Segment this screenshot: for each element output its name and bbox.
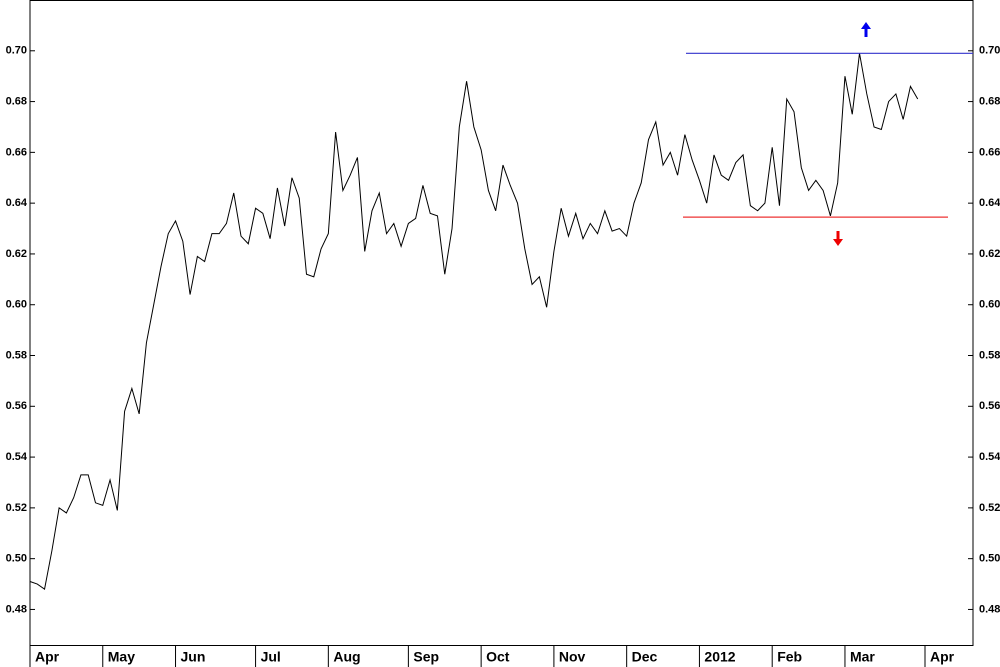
y-tick-label: 0.48 [6, 603, 27, 615]
y-tick-label: 0.54 [6, 451, 28, 463]
up-arrow [861, 22, 871, 37]
x-tick-label: Oct [486, 649, 510, 665]
y-tick-label: 0.52 [6, 502, 27, 514]
y-tick-label: 0.58 [979, 349, 1000, 361]
x-tick-label: Apr [930, 649, 955, 665]
y-tick-label: 0.64 [6, 197, 28, 209]
y-tick-label: 0.68 [6, 95, 27, 107]
x-tick-label: May [108, 649, 135, 665]
y-tick-label: 0.60 [979, 299, 1000, 311]
y-tick-label: 0.66 [6, 146, 27, 158]
y-tick-label: 0.70 [6, 45, 27, 57]
y-tick-label: 0.64 [979, 197, 1000, 209]
x-tick-label: Sep [413, 649, 439, 665]
y-tick-label: 0.66 [979, 146, 1000, 158]
x-tick-label: Dec [632, 649, 658, 665]
x-tick-label: 2012 [704, 649, 735, 665]
y-tick-label: 0.52 [979, 502, 1000, 514]
y-tick-label: 0.62 [979, 248, 1000, 260]
y-tick-label: 0.62 [6, 248, 27, 260]
y-tick-label: 0.48 [979, 603, 1000, 615]
x-tick-label: Jun [181, 649, 206, 665]
y-tick-label: 0.60 [6, 299, 27, 311]
x-tick-label: Jul [261, 649, 281, 665]
down-arrow [833, 231, 843, 246]
x-tick-label: Mar [850, 649, 875, 665]
y-tick-label: 0.56 [979, 400, 1000, 412]
x-tick-label: Aug [333, 649, 360, 665]
plot-frame [29, 0, 974, 646]
price-line [29, 53, 919, 590]
y-tick-label: 0.58 [6, 349, 27, 361]
y-tick-label: 0.68 [979, 95, 1000, 107]
x-tick-label: Apr [35, 649, 60, 665]
y-tick-label: 0.50 [979, 553, 1000, 565]
x-tick-label: Nov [559, 649, 586, 665]
y-tick-label: 0.56 [6, 400, 27, 412]
y-tick-label: 0.70 [979, 45, 1000, 57]
y-tick-label: 0.50 [6, 553, 27, 565]
y-tick-label: 0.54 [979, 451, 1000, 463]
x-tick-label: Feb [777, 649, 802, 665]
